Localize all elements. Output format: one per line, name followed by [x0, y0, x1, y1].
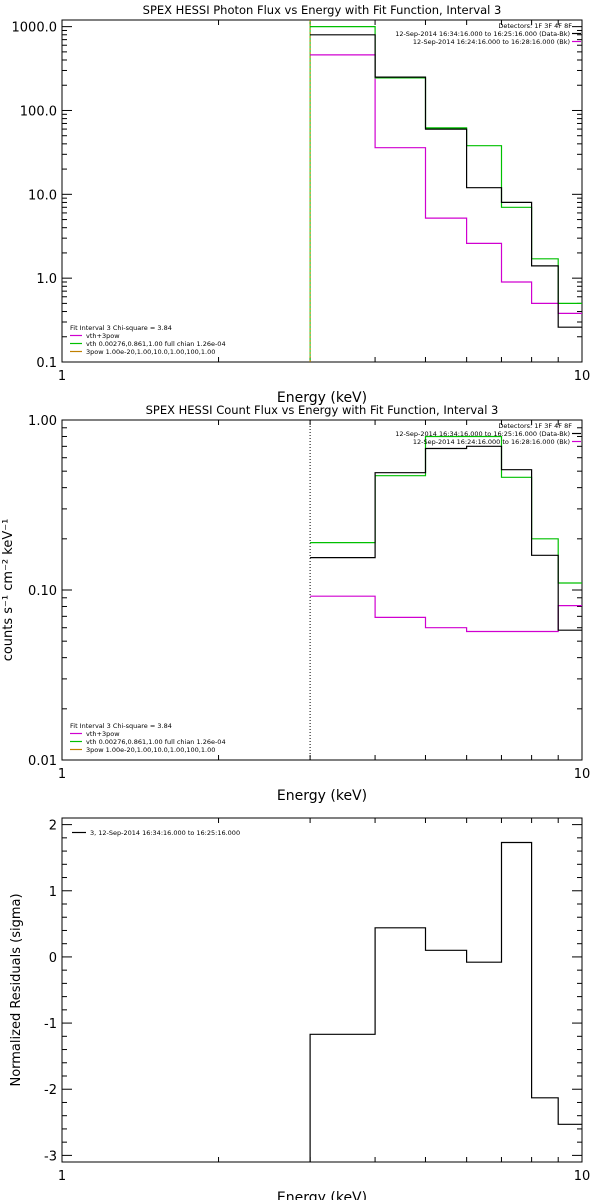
photon-legend-left-entry: 3pow 1.00e-20,1.00,10.0,1.00,100,1.00	[86, 348, 215, 356]
count-legend-right-entry: 12-Sep-2014 16:34:16.000 to 16:25:16.000…	[395, 430, 570, 438]
count-legend-left: Fit Interval 3 Chi-square = 3.84vth+3pow…	[70, 722, 226, 754]
resid-x-tick-label: 1	[58, 1169, 66, 1184]
photon-series-bk-line	[310, 54, 582, 314]
count-y-axis: 1.00 0.10 0.01	[28, 414, 582, 769]
resid-y-tick-label: 2	[49, 819, 57, 834]
count-legend-left-entry: 3pow 1.00e-20,1.00,10.0,1.00,100,1.00	[86, 746, 215, 754]
count-legend-right-entry: 12-Sep-2014 16:24:16.000 to 16:28:16.000…	[413, 438, 570, 446]
photon-y-axis: 1000.0 100.0 10.0 1.0 0.1	[12, 21, 582, 371]
count-series-data-bk-line	[310, 445, 582, 631]
photon-series-data-bk-line	[310, 34, 582, 328]
photon-legend-right-entry: 12-Sep-2014 16:34:16.000 to 16:25:16.000…	[395, 30, 570, 38]
count-series-model-line	[310, 435, 582, 584]
resid-y-axis-label: Normalized Residuals (sigma)	[9, 893, 24, 1086]
count-x-axis-label: Energy (keV)	[277, 788, 367, 804]
photon-y-tick-label: 0.1	[36, 356, 57, 371]
photon-legend-right-entry: 12-Sep-2014 16:24:16.000 to 16:28:16.000…	[413, 38, 570, 46]
photon-x-axis-label: Energy (keV)	[277, 390, 367, 406]
photon-y-tick-label: 100.0	[20, 104, 57, 119]
count-x-tick-label: 1	[58, 767, 66, 782]
count-y-axis-label: counts s⁻¹ cm⁻² keV⁻¹	[1, 519, 16, 662]
resid-y-tick-label: -1	[44, 1017, 57, 1032]
resid-y-tick-label: -3	[44, 1149, 57, 1164]
resid-plot-frame	[61, 817, 583, 1163]
resid-x-axis: 1 10	[58, 818, 590, 1184]
count-legend-left-entry: vth+3pow	[86, 730, 120, 738]
count-x-tick-label: 10	[574, 767, 591, 782]
count-y-tick-label: 0.01	[28, 754, 57, 769]
photon-y-tick-label: 1.0	[36, 272, 57, 287]
count-y-tick-label: 1.00	[28, 414, 57, 429]
resid-y-axis: 2 1 0 -1 -2 -3	[44, 819, 582, 1164]
count-y-tick-label: 0.10	[28, 584, 57, 599]
count-series-bk-line	[310, 595, 582, 633]
photon-y-tick-label: 10.0	[28, 188, 57, 203]
photon-legend-left: Fit Interval 3 Chi-square = 3.84vth+3pow…	[70, 324, 226, 356]
photon-plot-frame	[61, 19, 583, 363]
resid-x-tick-label: 10	[574, 1169, 591, 1184]
photon-legend-left-entry: vth+3pow	[86, 332, 120, 340]
resid-y-tick-label: -2	[44, 1083, 57, 1098]
resid-series-3-12-sep-2014-16-34-16-0-line	[309, 841, 582, 1162]
count-legend-fit-header: Fit Interval 3 Chi-square = 3.84	[70, 722, 172, 730]
photon-legend-left-entry: vth 0.00276,0.861,1.00 full chian 1.26e-…	[86, 340, 226, 348]
resid-x-axis-label: Energy (keV)	[277, 1190, 367, 1200]
count-plot-frame	[61, 419, 583, 761]
count-chart-title: SPEX HESSI Count Flux vs Energy with Fit…	[146, 403, 499, 417]
photon-panel: SPEX HESSI Photon Flux vs Energy with Fi…	[12, 3, 591, 406]
resid-y-tick-label: 0	[49, 951, 57, 966]
count-legend-left-entry: vth 0.00276,0.861,1.00 full chian 1.26e-…	[86, 738, 226, 746]
resid-y-tick-label: 1	[49, 885, 57, 900]
photon-x-tick-label: 10	[574, 369, 591, 384]
count-x-axis: 1 10	[58, 420, 590, 782]
resid-legend: 3, 12-Sep-2014 16:34:16.000 to 16:25:16.…	[72, 829, 240, 837]
count-panel: SPEX HESSI Count Flux vs Energy with Fit…	[1, 403, 590, 804]
photon-chart-title: SPEX HESSI Photon Flux vs Energy with Fi…	[143, 3, 502, 17]
count-legend-detectors: Detectors: 1F 3F 4F 8F	[498, 422, 572, 430]
photon-x-tick-label: 1	[58, 369, 66, 384]
photon-legend-detectors: Detectors: 1F 3F 4F 8F	[498, 22, 572, 30]
photon-series-model-line	[310, 26, 582, 304]
resid-legend-entry: 3, 12-Sep-2014 16:34:16.000 to 16:25:16.…	[90, 829, 240, 837]
photon-legend-fit-header: Fit Interval 3 Chi-square = 3.84	[70, 324, 172, 332]
photon-y-tick-label: 1000.0	[12, 21, 58, 36]
